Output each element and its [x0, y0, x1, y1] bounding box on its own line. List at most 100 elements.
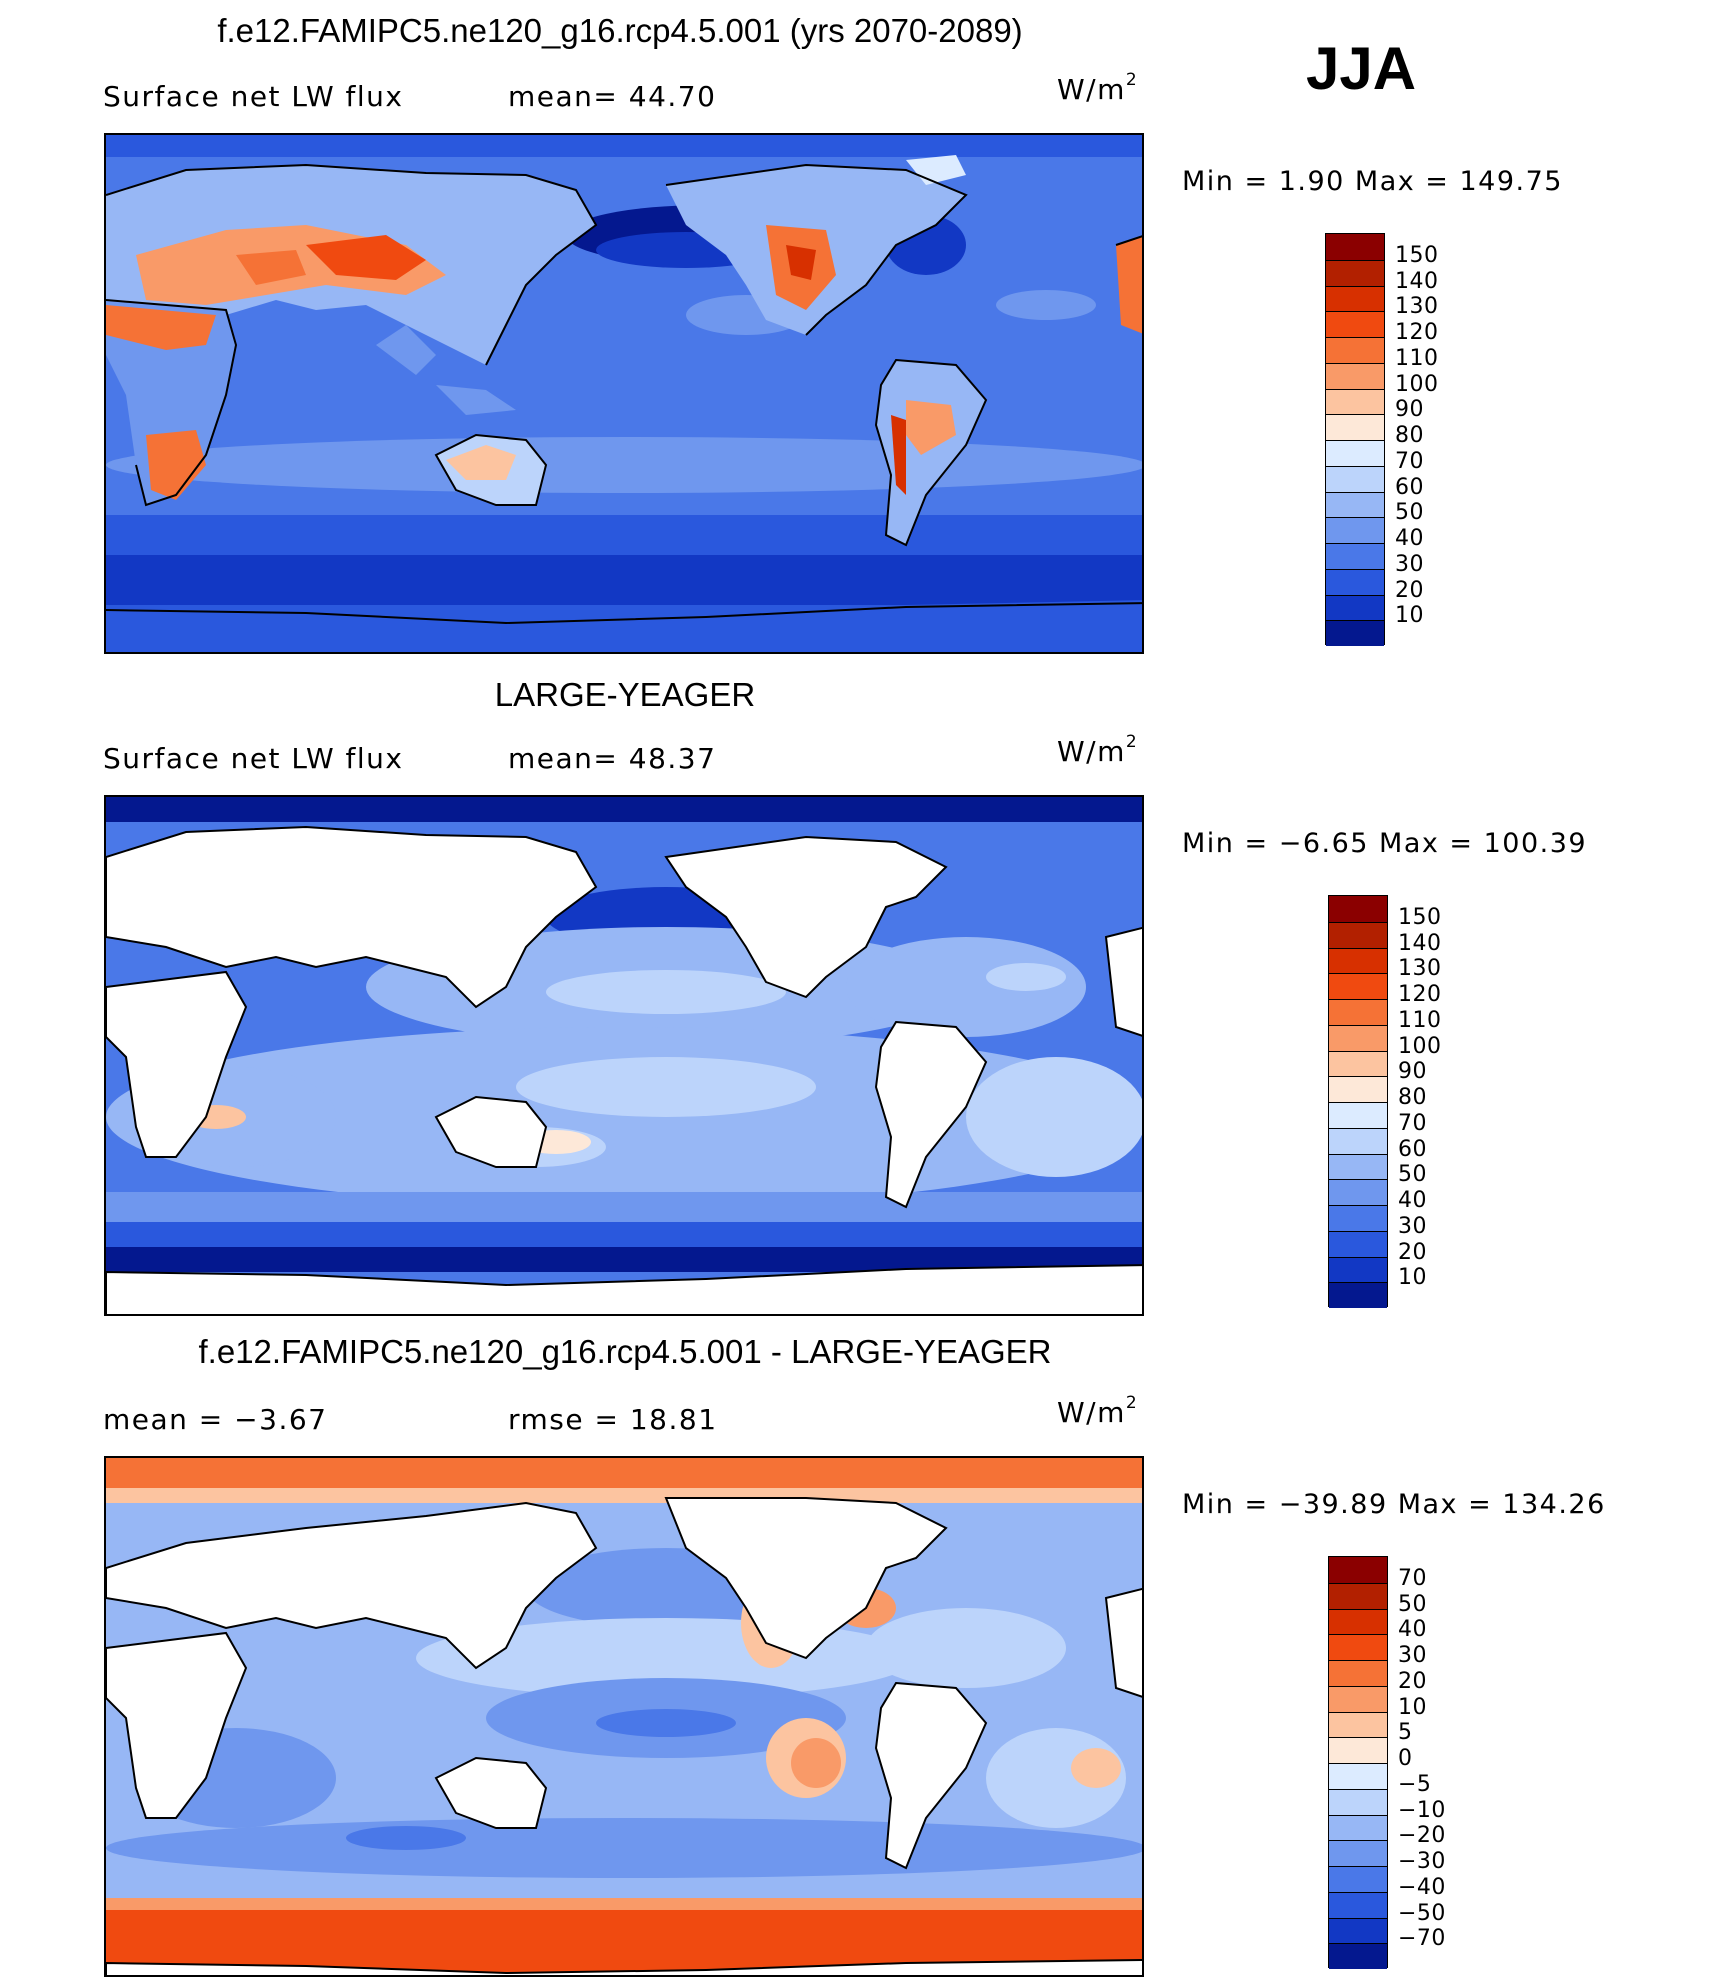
colorbar-swatch	[1329, 1917, 1387, 1944]
colorbar-tick-label: −30	[1398, 1849, 1446, 1874]
colorbar-swatch	[1326, 568, 1384, 595]
panel-3-min-max: Min = −39.89 Max = 134.26	[1182, 1489, 1606, 1520]
colorbar-swatch	[1329, 1660, 1387, 1686]
colorbar-tick-label: −40	[1398, 1874, 1446, 1900]
colorbar-tick-label: 110	[1395, 345, 1439, 371]
colorbar-swatch	[1329, 1582, 1387, 1609]
colorbar-tick-label: 50	[1398, 1162, 1427, 1188]
colorbar-tick-label: 40	[1398, 1188, 1427, 1213]
colorbar-swatch	[1329, 1685, 1387, 1712]
colorbar-swatch	[1326, 517, 1384, 543]
colorbar-tick-label: −10	[1398, 1797, 1446, 1823]
colorbar-tick-label: −50	[1398, 1900, 1446, 1926]
colorbar-swatch	[1329, 1024, 1387, 1051]
colorbar-swatch	[1329, 947, 1387, 974]
colorbar-tick-label: 140	[1395, 268, 1439, 294]
panel-3-mean-label: mean = −3.67	[103, 1403, 328, 1436]
panel-1-map	[104, 133, 1144, 654]
colorbar-swatch	[1326, 362, 1384, 389]
season-label: JJA	[1306, 35, 1417, 102]
panel-2-map	[104, 795, 1144, 1316]
panel-2-variable-label: Surface net LW flux	[103, 742, 404, 775]
panel-2-colorbar	[1328, 895, 1388, 1308]
panel-3-title: f.e12.FAMIPC5.ne120_g16.rcp4.5.001 - LAR…	[198, 1333, 1052, 1370]
colorbar-swatch	[1326, 259, 1384, 286]
colorbar-tick-label: 10	[1395, 603, 1424, 629]
colorbar-tick-label: 150	[1395, 242, 1439, 268]
colorbar-tick-label: 100	[1395, 371, 1439, 397]
colorbar-tick-label: 0	[1398, 1746, 1413, 1771]
colorbar-tick-label: 110	[1398, 1007, 1442, 1033]
colorbar-swatch	[1326, 311, 1384, 337]
colorbar-swatch	[1329, 1608, 1387, 1635]
colorbar-tick-label: 20	[1395, 577, 1424, 603]
colorbar-swatch	[1329, 1814, 1387, 1841]
colorbar-tick-label: 130	[1398, 956, 1442, 982]
colorbar-swatch	[1329, 1153, 1387, 1180]
colorbar-swatch	[1329, 973, 1387, 999]
colorbar-swatch	[1326, 465, 1384, 492]
colorbar-tick-label: 150	[1398, 904, 1442, 930]
colorbar-tick-label: 40	[1398, 1617, 1427, 1643]
colorbar-tick-label: 130	[1395, 294, 1439, 320]
colorbar-swatch	[1326, 285, 1384, 312]
colorbar-swatch	[1329, 1127, 1387, 1154]
colorbar-swatch	[1329, 921, 1387, 948]
panel-1-title: f.e12.FAMIPC5.ne120_g16.rcp4.5.001 (yrs …	[217, 12, 1023, 49]
colorbar-swatch	[1329, 1230, 1387, 1257]
colorbar-swatch	[1329, 1102, 1387, 1128]
colorbar-tick-label: 20	[1398, 1239, 1427, 1265]
colorbar-tick-label: 120	[1395, 320, 1439, 345]
panel-3-units: W/m2	[1057, 1393, 1137, 1429]
panel-1-min-max: Min = 1.90 Max = 149.75	[1182, 166, 1563, 197]
colorbar-swatch	[1329, 1737, 1387, 1763]
colorbar-swatch	[1326, 234, 1384, 260]
colorbar-tick-label: 30	[1398, 1643, 1427, 1668]
panel-1-units: W/m2	[1057, 70, 1137, 106]
colorbar-swatch	[1326, 594, 1384, 621]
colorbar-swatch	[1329, 1256, 1387, 1283]
colorbar-swatch	[1329, 1711, 1387, 1738]
colorbar-tick-label: 100	[1398, 1033, 1442, 1059]
panel-3-rmse-label: rmse = 18.81	[508, 1403, 718, 1436]
colorbar-swatch	[1326, 620, 1384, 646]
colorbar-tick-label: 70	[1395, 448, 1424, 474]
colorbar-swatch	[1329, 1840, 1387, 1866]
colorbar-swatch	[1329, 1557, 1387, 1583]
panel-1-colorbar	[1325, 233, 1385, 646]
colorbar-swatch	[1326, 388, 1384, 415]
colorbar-swatch	[1329, 1788, 1387, 1815]
colorbar-tick-label: 20	[1398, 1668, 1427, 1694]
panel-1-variable-label: Surface net LW flux	[103, 80, 404, 113]
colorbar-swatch	[1326, 491, 1384, 518]
colorbar-swatch	[1329, 1943, 1387, 1969]
colorbar-swatch	[1326, 543, 1384, 569]
colorbar-tick-label: 40	[1395, 526, 1424, 551]
colorbar-tick-label: 120	[1398, 982, 1442, 1007]
colorbar-swatch	[1329, 1050, 1387, 1077]
colorbar-tick-label: −70	[1398, 1926, 1446, 1952]
colorbar-tick-label: 60	[1395, 474, 1424, 500]
colorbar-tick-label: −20	[1398, 1823, 1446, 1849]
colorbar-tick-label: 10	[1398, 1694, 1427, 1720]
colorbar-swatch	[1326, 337, 1384, 363]
colorbar-swatch	[1329, 1891, 1387, 1918]
colorbar-swatch	[1329, 999, 1387, 1025]
panel-2-min-max: Min = −6.65 Max = 100.39	[1182, 828, 1588, 859]
colorbar-swatch	[1329, 1763, 1387, 1789]
panel-2-mean-label: mean= 48.37	[508, 742, 717, 775]
colorbar-swatch	[1329, 1179, 1387, 1205]
colorbar-tick-label: 50	[1395, 500, 1424, 526]
colorbar-tick-label: 90	[1395, 397, 1424, 423]
colorbar-tick-label: 30	[1395, 551, 1424, 577]
colorbar-tick-label: 60	[1398, 1136, 1427, 1162]
colorbar-tick-label: 80	[1398, 1085, 1427, 1110]
colorbar-tick-label: 30	[1398, 1213, 1427, 1239]
panel-2-title: LARGE-YEAGER	[494, 676, 756, 713]
colorbar-swatch	[1329, 1634, 1387, 1660]
colorbar-tick-label: 10	[1398, 1265, 1427, 1291]
colorbar-tick-label: 80	[1395, 423, 1424, 448]
panel-1-mean-label: mean= 44.70	[508, 80, 717, 113]
colorbar-tick-label: −5	[1398, 1771, 1432, 1797]
colorbar-swatch	[1329, 1205, 1387, 1231]
